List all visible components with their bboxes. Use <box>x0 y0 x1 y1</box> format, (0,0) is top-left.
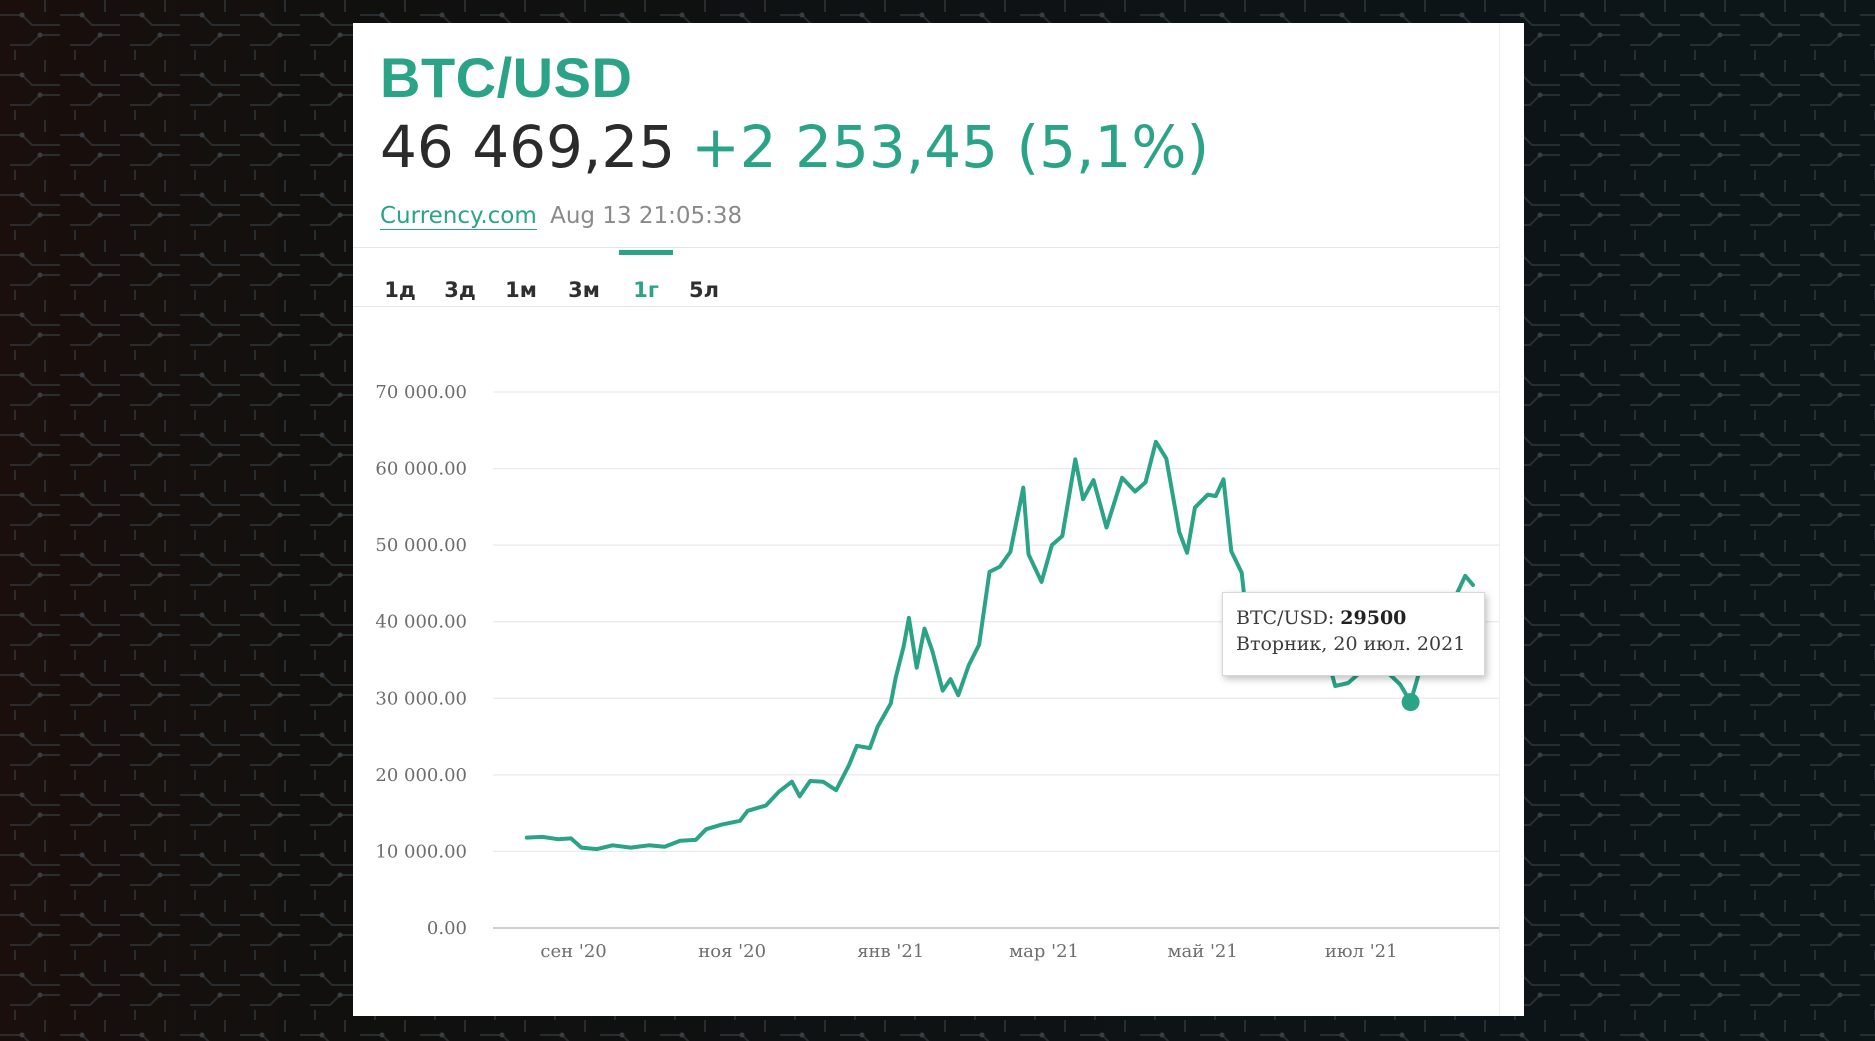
y-tick-label: 40 000.00 <box>375 612 467 633</box>
hover-point[interactable] <box>1401 693 1420 712</box>
y-tick-label: 60 000.00 <box>375 459 467 480</box>
tab-3d[interactable]: 3д <box>444 278 476 302</box>
x-axis: сен '20 ноя '20 янв '21 мар '21 май '21 июл '… <box>540 941 1397 962</box>
x-tick-label: янв '21 <box>857 941 924 962</box>
y-tick-label: 20 000.00 <box>375 765 467 786</box>
tooltip-value: 29500 <box>1340 607 1407 629</box>
price-row: 46 469,25 +2 253,45 (5,1%) <box>380 111 1209 183</box>
tabs-divider <box>353 306 1499 307</box>
source-row: Currency.com Aug 13 21:05:38 <box>380 203 743 230</box>
price-change: +2 253,45 (5,1%) <box>691 113 1210 181</box>
tab-5y[interactable]: 5л <box>689 278 719 302</box>
tab-1m[interactable]: 1м <box>505 278 537 302</box>
x-tick-label: сен '20 <box>540 941 606 962</box>
quote-card: BTC/USD 46 469,25 +2 253,45 (5,1%) Curren… <box>353 23 1524 1016</box>
x-tick-label: ноя '20 <box>698 941 766 962</box>
tab-3m[interactable]: 3м <box>568 278 600 302</box>
tab-1d[interactable]: 1д <box>384 278 416 302</box>
y-tick-label: 70 000.00 <box>375 382 467 403</box>
x-tick-label: май '21 <box>1168 941 1238 962</box>
y-tick-label: 10 000.00 <box>375 841 467 862</box>
tooltip-value-line: BTC/USD: 29500 <box>1236 605 1484 631</box>
y-axis: 0.00 10 000.00 20 000.00 30 000.00 40 000.00… <box>375 382 467 939</box>
y-tick-label: 0.00 <box>427 918 467 939</box>
header-divider <box>353 247 1499 248</box>
tooltip-date: Вторник, 20 июл. 2021 <box>1236 633 1466 655</box>
y-tick-label: 50 000.00 <box>375 535 467 556</box>
x-tick-label: июл '21 <box>1325 941 1398 962</box>
tab-1y[interactable]: 1г <box>619 248 673 303</box>
panel-edge <box>1499 23 1500 1016</box>
price-chart: 0.00 10 000.00 20 000.00 30 000.00 40 000.00… <box>375 382 1499 962</box>
y-tick-label: 30 000.00 <box>375 688 467 709</box>
current-price: 46 469,25 <box>380 113 676 181</box>
timestamp: Aug 13 21:05:38 <box>550 203 743 229</box>
source-link[interactable]: Currency.com <box>380 203 537 230</box>
pair-title: BTC/USD <box>380 46 633 109</box>
chart-tooltip: BTC/USD: 29500 Вторник, 20 июл. 2021 <box>1222 592 1485 676</box>
x-tick-label: мар '21 <box>1009 941 1079 962</box>
tooltip-series: BTC/USD: <box>1236 607 1335 629</box>
